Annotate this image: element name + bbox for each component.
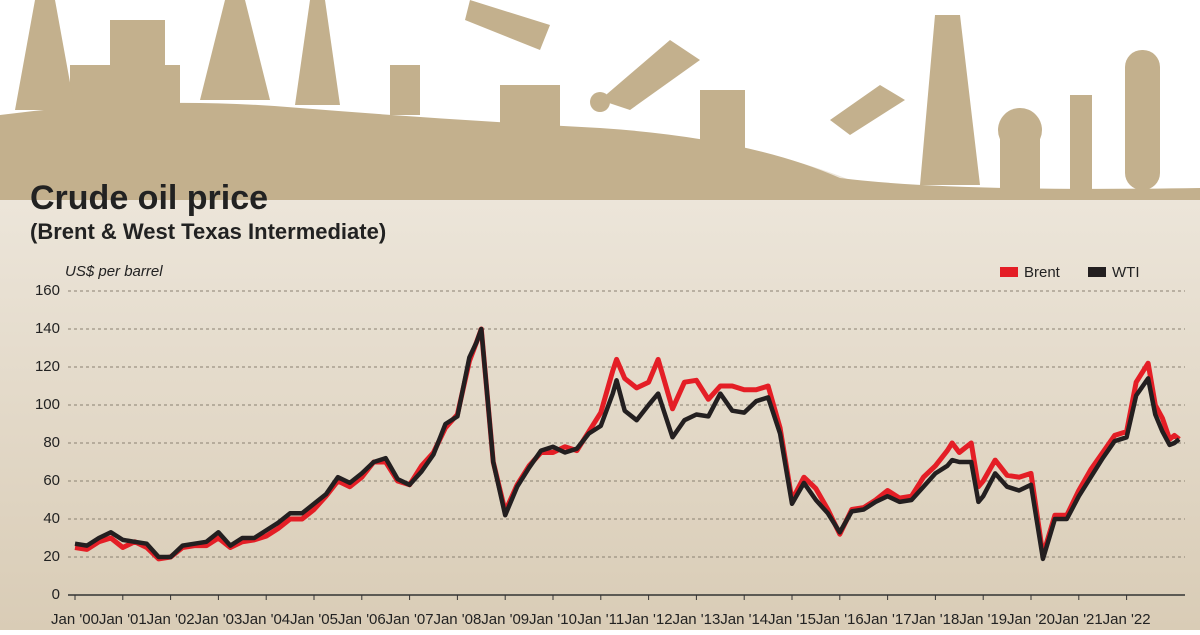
x-tick-label: Jan '09 bbox=[481, 611, 529, 628]
y-tick-label: 140 bbox=[35, 320, 60, 337]
x-tick-label: Jan '20 bbox=[1007, 611, 1055, 628]
y-tick-label: 100 bbox=[35, 396, 60, 413]
x-tick-label: Jan '12 bbox=[625, 611, 673, 628]
x-tick-label: Jan '22 bbox=[1103, 611, 1151, 628]
y-tick-label: 80 bbox=[43, 434, 60, 451]
x-tick-label: Jan '08 bbox=[433, 611, 481, 628]
x-tick-label: Jan '11 bbox=[577, 611, 624, 628]
x-tick-label: Jan '21 bbox=[1055, 611, 1103, 628]
legend-label: Brent bbox=[1024, 264, 1061, 281]
legend-swatch bbox=[1088, 267, 1106, 277]
x-tick-label: Jan '19 bbox=[959, 611, 1007, 628]
x-tick-label: Jan '00 bbox=[51, 611, 99, 628]
x-tick-label: Jan '05 bbox=[290, 611, 338, 628]
x-tick-label: Jan '17 bbox=[864, 611, 912, 628]
y-axis-label: US$ per barrel bbox=[65, 263, 163, 280]
x-tick-label: Jan '06 bbox=[338, 611, 386, 628]
x-tick-label: Jan '07 bbox=[386, 611, 434, 628]
x-tick-label: Jan '02 bbox=[147, 611, 195, 628]
x-tick-label: Jan '13 bbox=[672, 611, 720, 628]
y-tick-label: 160 bbox=[35, 282, 60, 299]
x-tick-label: Jan '18 bbox=[911, 611, 959, 628]
line-series bbox=[74, 326, 1181, 562]
x-tick-label: Jan '16 bbox=[816, 611, 864, 628]
line-series bbox=[74, 326, 1181, 562]
y-tick-label: 20 bbox=[43, 548, 60, 565]
skyline bbox=[0, 0, 1200, 200]
x-tick-label: Jan '04 bbox=[242, 611, 290, 628]
x-tick-label: Jan '15 bbox=[768, 611, 816, 628]
legend-label: WTI bbox=[1112, 264, 1140, 281]
chart-title: Crude oil price bbox=[30, 179, 268, 217]
y-tick-label: 60 bbox=[43, 472, 60, 489]
y-tick-label: 0 bbox=[52, 586, 60, 603]
chart-subtitle: (Brent & West Texas Intermediate) bbox=[30, 219, 386, 244]
x-tick-label: Jan '10 bbox=[529, 611, 577, 628]
x-tick-label: Jan '14 bbox=[720, 611, 768, 628]
y-tick-label: 40 bbox=[43, 510, 60, 527]
y-tick-label: 120 bbox=[35, 358, 60, 375]
x-tick-label: Jan '03 bbox=[194, 611, 242, 628]
x-tick-label: Jan '01 bbox=[99, 611, 147, 628]
legend-swatch bbox=[1000, 267, 1018, 277]
